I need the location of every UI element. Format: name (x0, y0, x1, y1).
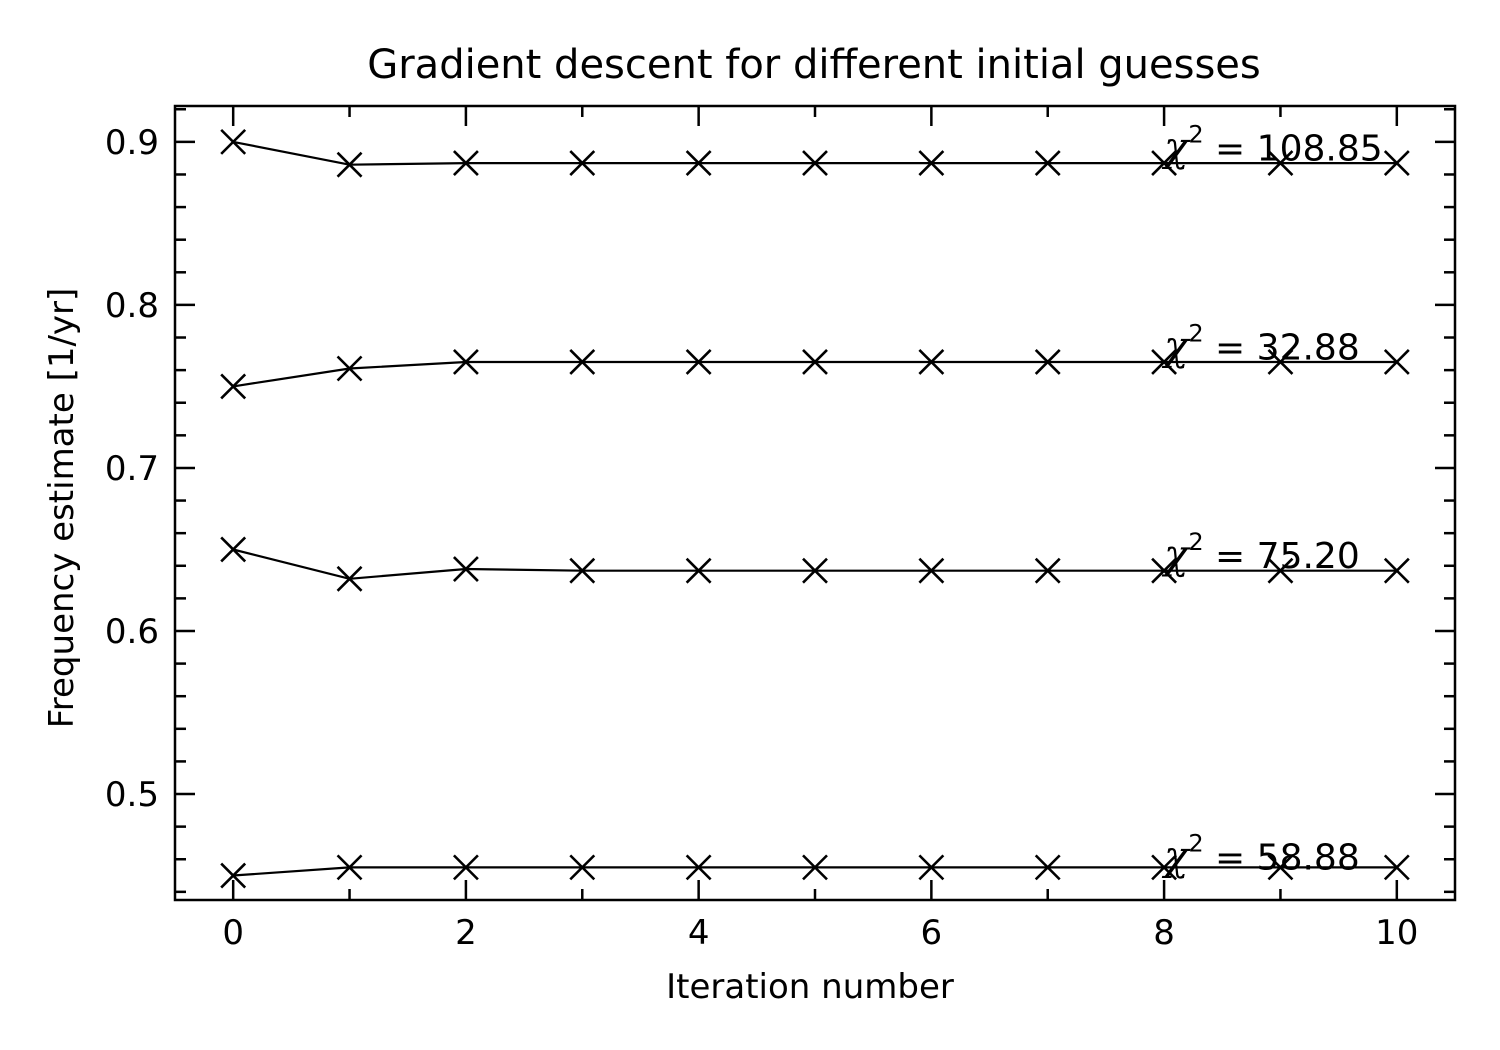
data-point-marker (1267, 349, 1294, 375)
data-point-marker (802, 854, 828, 881)
tick-marks (175, 106, 1455, 900)
chi-square-annotation: χ2 = 108.85 (1161, 120, 1383, 170)
annotations: χ2 = 108.85 χ2 = 32.88 χ2 = 75.20 χ2 = 58.8… (1161, 120, 1383, 879)
y-tick-label: 0.7 (105, 449, 159, 489)
data-point-marker (569, 150, 596, 176)
data-point-marker (918, 150, 945, 176)
chart-title: Gradient descent for different initial g… (367, 42, 1261, 88)
data-point-marker (1267, 854, 1294, 881)
data-point-marker (220, 536, 247, 563)
y-tick-label: 0.6 (105, 612, 159, 652)
data-point-marker (1034, 349, 1061, 375)
data-point-marker (336, 565, 363, 592)
chi-square-annotation: χ2 = 75.20 (1161, 528, 1360, 578)
chi-square-annotation: χ2 = 32.88 (1161, 319, 1360, 369)
y-tick-label: 0.9 (105, 123, 159, 163)
data-point-marker (1383, 150, 1410, 176)
data-point-marker (802, 349, 828, 375)
x-axis-label: Iteration number (666, 967, 954, 1007)
data-point-marker (336, 355, 363, 382)
x-tick-label: 0 (222, 913, 244, 953)
data-point-marker (802, 557, 828, 584)
data-point-marker (569, 557, 596, 584)
series-1 (220, 128, 1410, 178)
tick-labels: 0 2 4 6 8 10 0.5 0.6 0.7 0.8 0.9 (105, 123, 1419, 953)
x-tick-label: 6 (921, 913, 943, 953)
data-point-marker (1151, 854, 1178, 881)
data-point-marker (918, 349, 945, 375)
data-point-marker (569, 349, 596, 375)
data-point-marker (452, 556, 479, 582)
data-point-marker (452, 349, 479, 375)
x-tick-label: 4 (688, 913, 710, 953)
x-tick-label: 10 (1375, 913, 1418, 953)
data-point-marker (1267, 150, 1294, 176)
data-point-marker (1383, 854, 1410, 881)
data-point-marker (1383, 557, 1410, 584)
data-point-marker (918, 854, 945, 881)
series-2 (220, 349, 1410, 400)
plot-frame (173, 104, 1457, 902)
data-point-marker (220, 373, 247, 400)
data-point-marker (1151, 150, 1178, 176)
y-tick-label: 0.8 (105, 286, 159, 326)
data-point-marker (1034, 150, 1061, 176)
y-tick-label: 0.5 (105, 775, 159, 815)
data-point-marker (1034, 557, 1061, 584)
data-point-marker (685, 557, 712, 584)
data-point-marker (685, 854, 712, 881)
series-4 (220, 854, 1410, 889)
data-point-marker (452, 150, 479, 176)
data-point-marker (1151, 349, 1178, 375)
data-point-marker (1034, 854, 1061, 881)
data-point-marker (569, 854, 596, 881)
data-point-marker (336, 854, 363, 881)
chi-square-annotation: χ2 = 58.88 (1161, 830, 1360, 880)
data-point-marker (1383, 349, 1410, 375)
data-point-marker (1151, 557, 1178, 584)
series-3 (220, 536, 1410, 592)
data-point-marker (1267, 557, 1294, 584)
data-point-marker (220, 128, 247, 155)
data-point-marker (918, 557, 945, 584)
data-point-marker (452, 854, 479, 881)
data-point-marker (220, 862, 247, 889)
x-tick-label: 8 (1153, 913, 1175, 953)
data-point-marker (336, 151, 363, 178)
data-point-marker (685, 150, 712, 176)
data-point-marker (685, 349, 712, 375)
x-tick-label: 2 (455, 913, 477, 953)
y-axis-label: Frequency estimate [1/yr] (42, 288, 82, 729)
data-series (220, 128, 1410, 889)
data-point-marker (802, 150, 828, 176)
